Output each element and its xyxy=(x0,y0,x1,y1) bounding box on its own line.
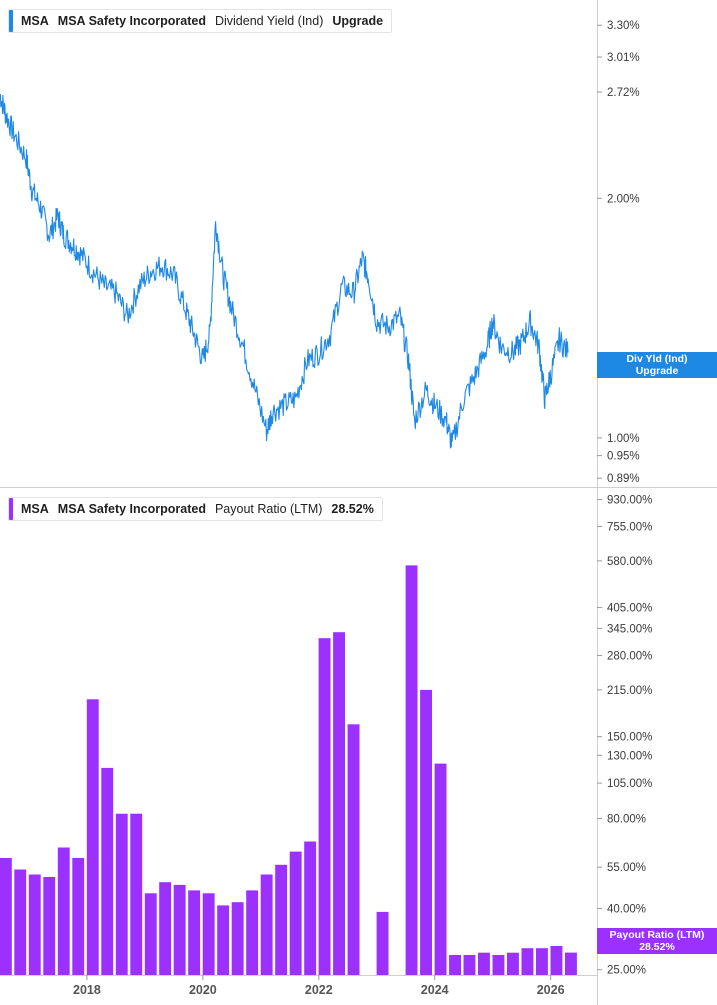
payout-ratio-bar xyxy=(86,699,99,975)
payout-ratio-bar xyxy=(318,638,331,975)
bottom-y-tick-label: 280.00% xyxy=(607,651,652,663)
top-legend-swatch xyxy=(9,10,13,32)
payout-ratio-bar xyxy=(202,893,215,975)
bottom-y-tick-label: 80.00% xyxy=(607,813,646,825)
bottom-legend-ticker: MSA xyxy=(21,502,49,516)
payout-ratio-bar xyxy=(0,858,12,975)
bottom-y-tick-label: 55.00% xyxy=(607,862,646,874)
payout-ratio-bar xyxy=(144,893,157,975)
bottom-y-tick-label: 150.00% xyxy=(607,732,652,744)
top-axis-tag[interactable]: Div Yld (Ind) Upgrade xyxy=(597,352,717,378)
payout-ratio-bar xyxy=(159,882,172,975)
bottom-axis-tag: Payout Ratio (LTM) 28.52% xyxy=(597,928,717,954)
payout-ratio-bar xyxy=(101,767,114,975)
x-tick-label: 2018 xyxy=(73,983,101,997)
payout-ratio-bar xyxy=(28,874,41,975)
payout-ratio-bar xyxy=(536,948,548,975)
bottom-legend-company: MSA Safety Incorporated xyxy=(57,502,206,516)
bottom-legend-value: 28.52% xyxy=(331,502,374,516)
payout-ratio-bar xyxy=(72,858,85,975)
payout-ratio-bar xyxy=(449,955,461,975)
bottom-legend-swatch xyxy=(9,498,13,520)
payout-ratio-bar xyxy=(188,890,201,975)
payout-ratio-bar xyxy=(405,565,418,975)
payout-ratio-bar xyxy=(478,952,490,975)
bottom-y-tick-label: 40.00% xyxy=(607,904,646,916)
bottom-y-tick-label: 25.00% xyxy=(607,965,646,977)
top-y-tick-label: 3.30% xyxy=(607,20,640,32)
payout-ratio-bar xyxy=(347,724,360,975)
dividend-yield-line xyxy=(0,93,569,449)
payout-ratio-bar xyxy=(173,884,186,975)
payout-ratio-bar xyxy=(130,813,143,975)
x-tick-label: 2020 xyxy=(189,983,217,997)
bottom-y-tick-label: 130.00% xyxy=(607,750,652,762)
top-y-tick-label: 3.01% xyxy=(607,52,640,64)
bottom-legend[interactable]: MSA MSA Safety Incorporated Payout Ratio… xyxy=(8,497,383,521)
top-legend-value[interactable]: Upgrade xyxy=(332,14,384,28)
payout-ratio-bar xyxy=(420,689,432,975)
payout-ratio-bar xyxy=(43,877,56,975)
payout-ratio-bar xyxy=(217,905,230,975)
top-axis-tag-line1: Div Yld (Ind) xyxy=(626,353,688,365)
bottom-y-tick-label: 345.00% xyxy=(607,623,652,635)
payout-ratio-bar xyxy=(304,841,317,975)
payout-ratio-bar xyxy=(434,763,447,975)
payout-ratio-bar xyxy=(550,946,563,975)
payout-ratio-bar xyxy=(260,874,273,975)
top-y-tick-label: 1.00% xyxy=(607,433,640,445)
bottom-axis-tag-line2: 28.52% xyxy=(639,941,675,953)
payout-ratio-bar xyxy=(246,890,259,975)
payout-ratio-bar xyxy=(231,902,244,975)
payout-ratio-bar xyxy=(275,864,288,975)
payout-ratio-bar xyxy=(521,948,534,975)
dividend-yield-plot xyxy=(0,93,569,449)
top-y-tick-label: 0.89% xyxy=(607,473,640,485)
bottom-y-tick-label: 755.00% xyxy=(607,522,652,534)
payout-ratio-bar xyxy=(57,847,70,975)
bottom-y-tick-label: 580.00% xyxy=(607,556,652,568)
payout-ratio-bar xyxy=(376,911,389,975)
bottom-y-tick-label: 105.00% xyxy=(607,778,652,790)
top-legend-metric: Dividend Yield (Ind) xyxy=(214,14,324,28)
top-legend-company: MSA Safety Incorporated xyxy=(57,14,206,28)
top-y-tick-label: 2.00% xyxy=(607,193,640,205)
payout-ratio-bar xyxy=(289,851,302,975)
payout-ratio-bar xyxy=(492,955,505,975)
x-tick-label: 2026 xyxy=(537,983,565,997)
top-legend[interactable]: MSA MSA Safety Incorporated Dividend Yie… xyxy=(8,9,393,33)
payout-ratio-bar xyxy=(463,955,476,975)
top-axis-tag-line2: Upgrade xyxy=(635,365,679,377)
bottom-y-tick-label: 215.00% xyxy=(607,685,652,697)
top-y-tick-label: 0.95% xyxy=(607,451,640,463)
x-tick-label: 2024 xyxy=(421,983,449,997)
bottom-axis-tag-line1: Payout Ratio (LTM) xyxy=(609,929,705,941)
payout-ratio-plot xyxy=(0,565,577,975)
payout-ratio-bar xyxy=(14,869,27,975)
top-y-tick-label: 2.72% xyxy=(607,87,640,99)
payout-ratio-bar xyxy=(565,952,577,975)
top-legend-ticker: MSA xyxy=(21,14,49,28)
bottom-y-tick-label: 405.00% xyxy=(607,603,652,615)
x-tick-label: 2022 xyxy=(305,983,333,997)
bottom-y-tick-label: 930.00% xyxy=(607,494,652,506)
payout-ratio-bar xyxy=(507,952,519,975)
payout-ratio-bar xyxy=(333,632,345,975)
payout-ratio-bar xyxy=(115,813,128,975)
bottom-legend-metric: Payout Ratio (LTM) xyxy=(214,502,323,516)
